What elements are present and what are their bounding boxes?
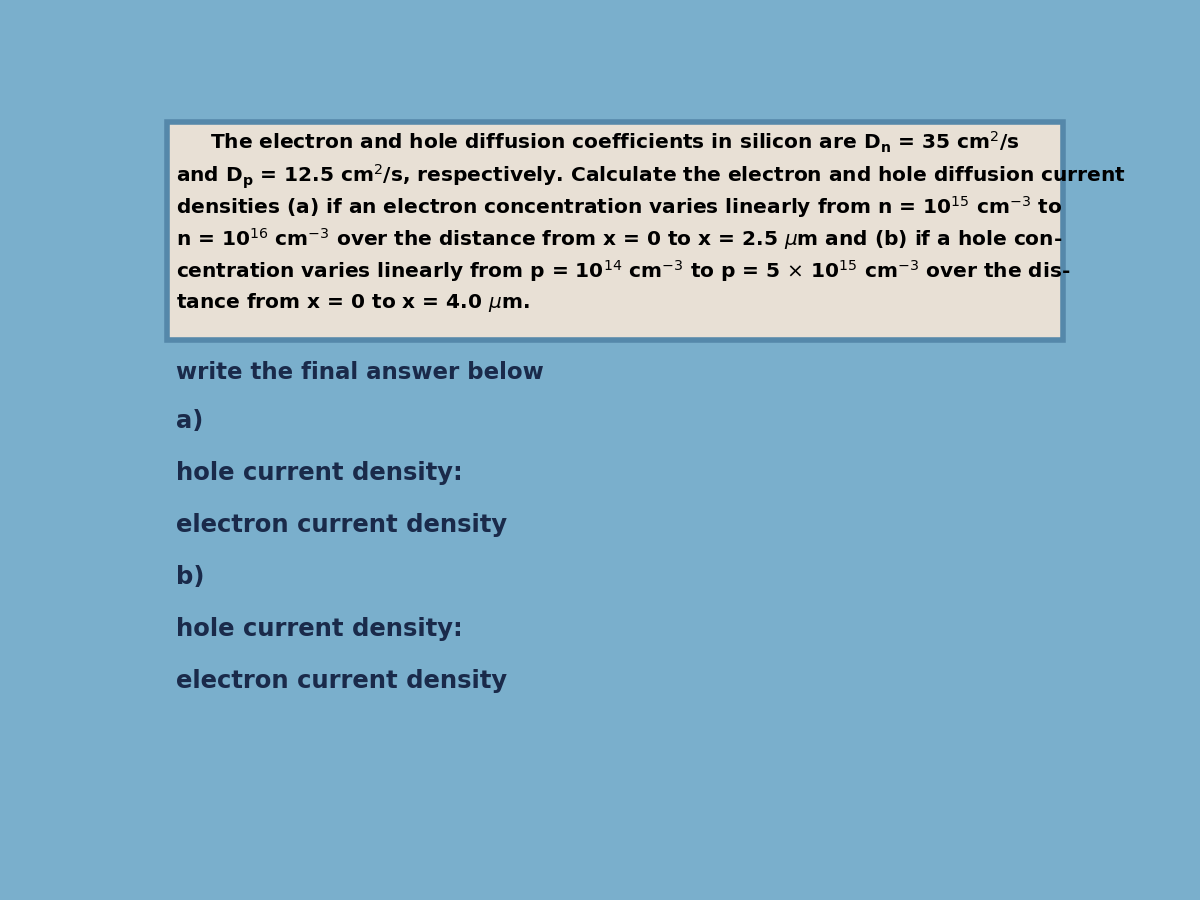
Text: hole current density:: hole current density: [176, 462, 463, 485]
Text: centration varies linearly from $\mathbf{p}$ = 10$^{14}$ cm$^{-3}$ to $\mathbf{p: centration varies linearly from $\mathbf… [176, 258, 1070, 284]
Text: $\mathbf{n}$ = 10$^{16}$ cm$^{-3}$ over the distance from $\mathbf{x}$ = 0 to $\: $\mathbf{n}$ = 10$^{16}$ cm$^{-3}$ over … [176, 227, 1062, 252]
Text: The electron and hole diffusion coefficients in silicon are $\mathbf{D_n}$ = 35 : The electron and hole diffusion coeffici… [210, 130, 1020, 156]
Text: electron current density: electron current density [176, 513, 508, 537]
Text: hole current density:: hole current density: [176, 617, 463, 642]
Text: densities (a) if an electron concentration varies linearly from $\mathbf{n}$ = 1: densities (a) if an electron concentrati… [176, 194, 1062, 220]
Text: tance from $\mathbf{x}$ = 0 to $\mathbf{x}$ = 4.0 $\mu$m.: tance from $\mathbf{x}$ = 0 to $\mathbf{… [176, 291, 529, 314]
Text: write the final answer below: write the final answer below [176, 361, 544, 384]
FancyBboxPatch shape [167, 122, 1063, 340]
Text: a): a) [176, 410, 204, 434]
Text: b): b) [176, 565, 204, 590]
Text: electron current density: electron current density [176, 670, 508, 693]
Text: and $\mathbf{D_p}$ = 12.5 cm$^2$/s, respectively. Calculate the electron and hol: and $\mathbf{D_p}$ = 12.5 cm$^2$/s, resp… [176, 162, 1126, 191]
